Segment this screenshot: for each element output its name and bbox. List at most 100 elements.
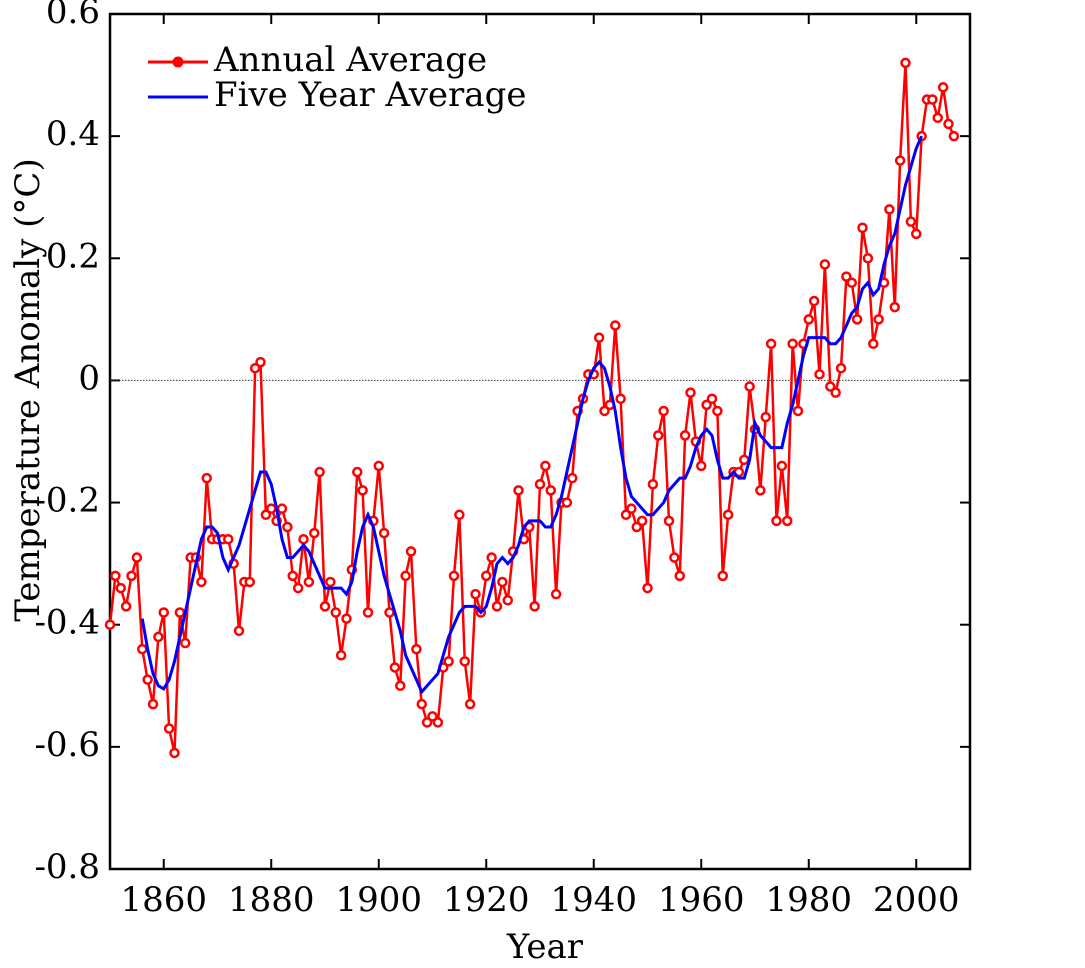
data-point	[927, 94, 938, 105]
data-point	[292, 582, 304, 594]
data-point	[416, 698, 427, 710]
data-point	[395, 680, 406, 692]
y-tick-label: -0.6	[34, 725, 100, 765]
data-point	[120, 601, 132, 612]
data-point	[755, 485, 766, 496]
data-point	[180, 637, 191, 649]
x-tick-label: 2000	[873, 880, 960, 920]
data-point	[352, 466, 363, 478]
data-point	[663, 515, 675, 527]
data-point	[233, 625, 245, 637]
data-point	[803, 314, 814, 325]
data-point	[636, 515, 648, 527]
data-point	[497, 576, 508, 588]
data-point	[857, 222, 868, 233]
data-point	[792, 405, 804, 417]
y-axis-label: Temperature Anomaly (°C)	[8, 158, 48, 621]
legend-label: Annual Average	[213, 40, 487, 80]
data-point	[771, 515, 782, 527]
data-point	[717, 570, 728, 582]
data-point	[163, 723, 175, 734]
data-point	[174, 607, 186, 618]
data-point	[943, 118, 954, 130]
y-tick-label: -0.4	[34, 603, 100, 643]
y-tick-label: 0.6	[46, 0, 100, 32]
x-tick-label: 1920	[443, 880, 530, 920]
data-point	[631, 521, 642, 533]
data-point	[282, 521, 293, 533]
data-point	[534, 479, 546, 490]
data-point	[712, 405, 723, 417]
data-point	[223, 533, 234, 545]
data-point	[615, 393, 626, 404]
data-point	[153, 631, 164, 643]
data-point	[421, 717, 433, 728]
data-point	[303, 576, 315, 588]
data-point	[900, 57, 911, 69]
data-point	[819, 259, 831, 270]
data-point	[620, 509, 632, 521]
data-point	[443, 656, 454, 667]
data-point	[104, 619, 116, 630]
data-point	[739, 454, 750, 466]
data-point	[808, 295, 820, 307]
y-tick-label: -0.2	[34, 481, 100, 521]
data-point	[696, 460, 707, 472]
y-tick-label: 0.2	[46, 236, 100, 276]
data-point	[298, 533, 309, 545]
data-point	[389, 662, 401, 673]
y-tick-label: 0	[78, 358, 100, 398]
data-point	[126, 570, 137, 582]
data-point	[653, 430, 664, 441]
data-point	[335, 650, 347, 661]
data-point	[561, 497, 573, 508]
data-point	[685, 387, 696, 398]
data-point	[674, 570, 685, 582]
data-point	[287, 570, 298, 582]
data-point	[432, 717, 444, 728]
data-point	[481, 570, 492, 582]
data-point	[266, 503, 277, 514]
data-point	[131, 552, 143, 563]
legend-marker	[172, 56, 184, 68]
data-point	[325, 576, 336, 588]
series-line	[140, 135, 923, 695]
data-point	[937, 82, 949, 93]
data-point	[787, 338, 798, 350]
series-line	[108, 62, 956, 754]
data-point	[862, 253, 874, 264]
data-point	[314, 466, 325, 478]
data-point	[244, 576, 255, 588]
data-point	[540, 460, 551, 472]
plot-frame	[108, 12, 972, 871]
data-point	[905, 216, 917, 227]
data-point	[115, 582, 126, 594]
data-point	[911, 228, 922, 240]
data-point	[610, 320, 621, 331]
data-point	[647, 479, 659, 490]
data-point	[814, 369, 825, 380]
data-point	[545, 485, 556, 496]
data-point	[491, 601, 503, 612]
data-point	[110, 570, 121, 582]
legend-label: Five Year Average	[214, 75, 526, 115]
data-point	[873, 314, 884, 325]
data-point	[362, 607, 374, 618]
data-point	[593, 332, 605, 343]
data-point	[776, 460, 788, 472]
data-point	[373, 460, 384, 472]
data-point	[142, 674, 153, 685]
data-point	[459, 656, 470, 667]
data-point	[846, 277, 857, 288]
data-point	[889, 301, 900, 313]
data-point	[529, 601, 540, 612]
data-point	[309, 527, 320, 539]
data-point	[830, 387, 841, 398]
x-tick-label: 1980	[765, 880, 852, 920]
data-point	[760, 411, 771, 423]
data-point	[894, 155, 906, 166]
data-point	[486, 552, 497, 563]
y-tick-label: 0.4	[46, 114, 100, 154]
